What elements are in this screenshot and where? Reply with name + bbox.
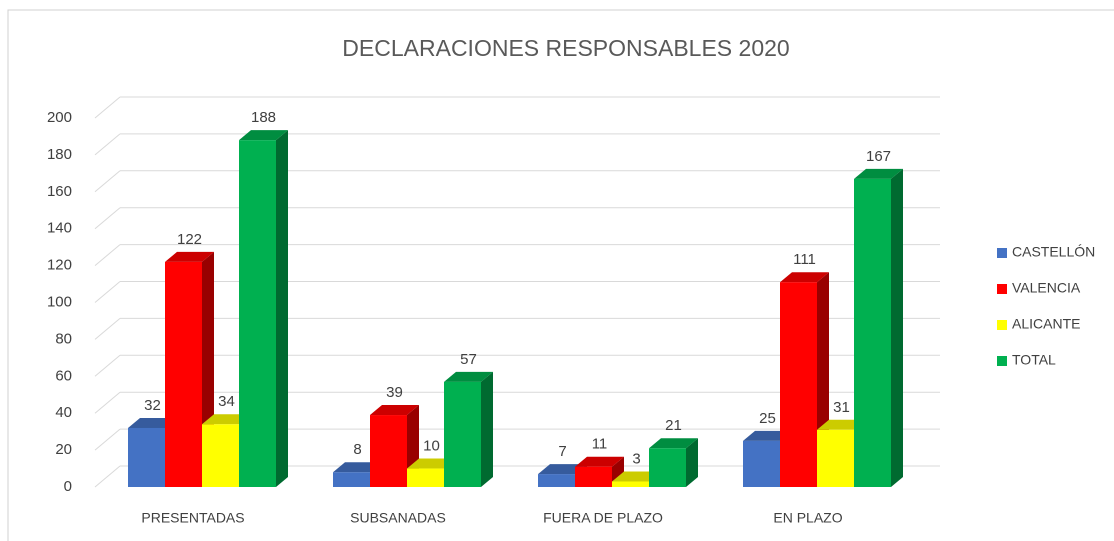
data-label: 167 (866, 148, 891, 165)
bar-side (276, 130, 288, 487)
chart-border (7, 9, 1114, 541)
data-label: 34 (218, 393, 235, 410)
bar-side (481, 371, 493, 487)
bar-top (202, 414, 251, 425)
bar-top (128, 417, 177, 428)
bar-side (686, 438, 698, 487)
y-tick-label: 40 (55, 404, 72, 421)
bar-top (165, 251, 214, 262)
bar (128, 427, 165, 487)
y-tick-label: 120 (47, 257, 72, 274)
grid-line-side (94, 96, 121, 119)
bar (407, 468, 444, 487)
bar (444, 381, 481, 487)
grid-line-side (94, 170, 121, 193)
legend-swatch (997, 248, 1007, 258)
bar-top (444, 371, 493, 382)
bar-top (612, 471, 661, 482)
data-label: 31 (833, 399, 850, 416)
data-label: 32 (144, 397, 161, 414)
data-label: 7 (558, 443, 566, 460)
bar-side (891, 168, 903, 487)
data-label: 122 (177, 231, 202, 248)
grid-line-side (94, 465, 121, 488)
bar-top (538, 464, 587, 475)
data-label: 57 (460, 351, 477, 368)
bar (854, 178, 891, 487)
bar (370, 415, 407, 487)
bar (780, 282, 817, 487)
data-label: 25 (759, 410, 776, 427)
data-label: 188 (251, 109, 276, 126)
y-tick-label: 100 (47, 293, 72, 310)
legend-label: CASTELLÓN (1012, 244, 1095, 260)
grid-line-side (94, 354, 121, 377)
data-label: 8 (353, 441, 361, 458)
bar (202, 424, 239, 487)
legend-swatch (997, 320, 1007, 330)
x-tick-label: SUBSANADAS (350, 510, 446, 526)
y-tick-label: 0 (64, 478, 72, 495)
grid-line-side (94, 281, 121, 303)
legend-swatch (997, 356, 1007, 366)
bar-top (370, 405, 419, 416)
data-label: 10 (423, 438, 440, 455)
legend-swatch (997, 284, 1007, 294)
bar (165, 261, 202, 487)
bar-top (649, 438, 698, 449)
grid-line-side (94, 318, 121, 340)
bar-top (575, 456, 624, 467)
chart-title: DECLARACIONES RESPONSABLES 2020 (342, 35, 789, 61)
legend-label: VALENCIA (1012, 280, 1081, 296)
y-tick-label: 200 (47, 109, 72, 126)
bar-top (239, 130, 288, 141)
bar-top (333, 462, 382, 473)
y-tick-label: 180 (47, 146, 72, 163)
bar-top (407, 458, 456, 469)
y-tick-label: 80 (55, 330, 72, 347)
grid-line-side (94, 244, 121, 266)
grid-line-side (94, 428, 121, 451)
data-label: 21 (665, 417, 682, 434)
bar (612, 481, 649, 487)
bar (817, 429, 854, 487)
data-label: 39 (386, 384, 403, 401)
bar-top (817, 419, 866, 430)
bar (743, 440, 780, 487)
bar-top (854, 168, 903, 179)
legend-label: ALICANTE (1012, 316, 1080, 332)
bar (538, 474, 575, 487)
y-tick-label: 160 (47, 183, 72, 200)
bar-top (780, 272, 829, 283)
bar-top (743, 430, 792, 441)
data-label: 11 (592, 436, 608, 453)
data-label: 111 (793, 251, 816, 268)
bar (649, 448, 686, 487)
x-tick-label: PRESENTADAS (141, 510, 244, 526)
data-label: 3 (632, 450, 640, 467)
bar (575, 466, 612, 487)
y-tick-label: 140 (47, 220, 72, 237)
x-tick-label: FUERA DE PLAZO (543, 510, 663, 526)
grid-line-side (94, 133, 121, 156)
y-tick-label: 60 (55, 367, 72, 384)
y-tick-label: 20 (55, 441, 72, 458)
x-tick-label: EN PLAZO (773, 510, 842, 526)
grid-line-side (94, 207, 121, 230)
bar (333, 472, 370, 487)
grid-line-side (94, 391, 121, 414)
bar (239, 140, 276, 487)
legend-label: TOTAL (1012, 352, 1056, 368)
